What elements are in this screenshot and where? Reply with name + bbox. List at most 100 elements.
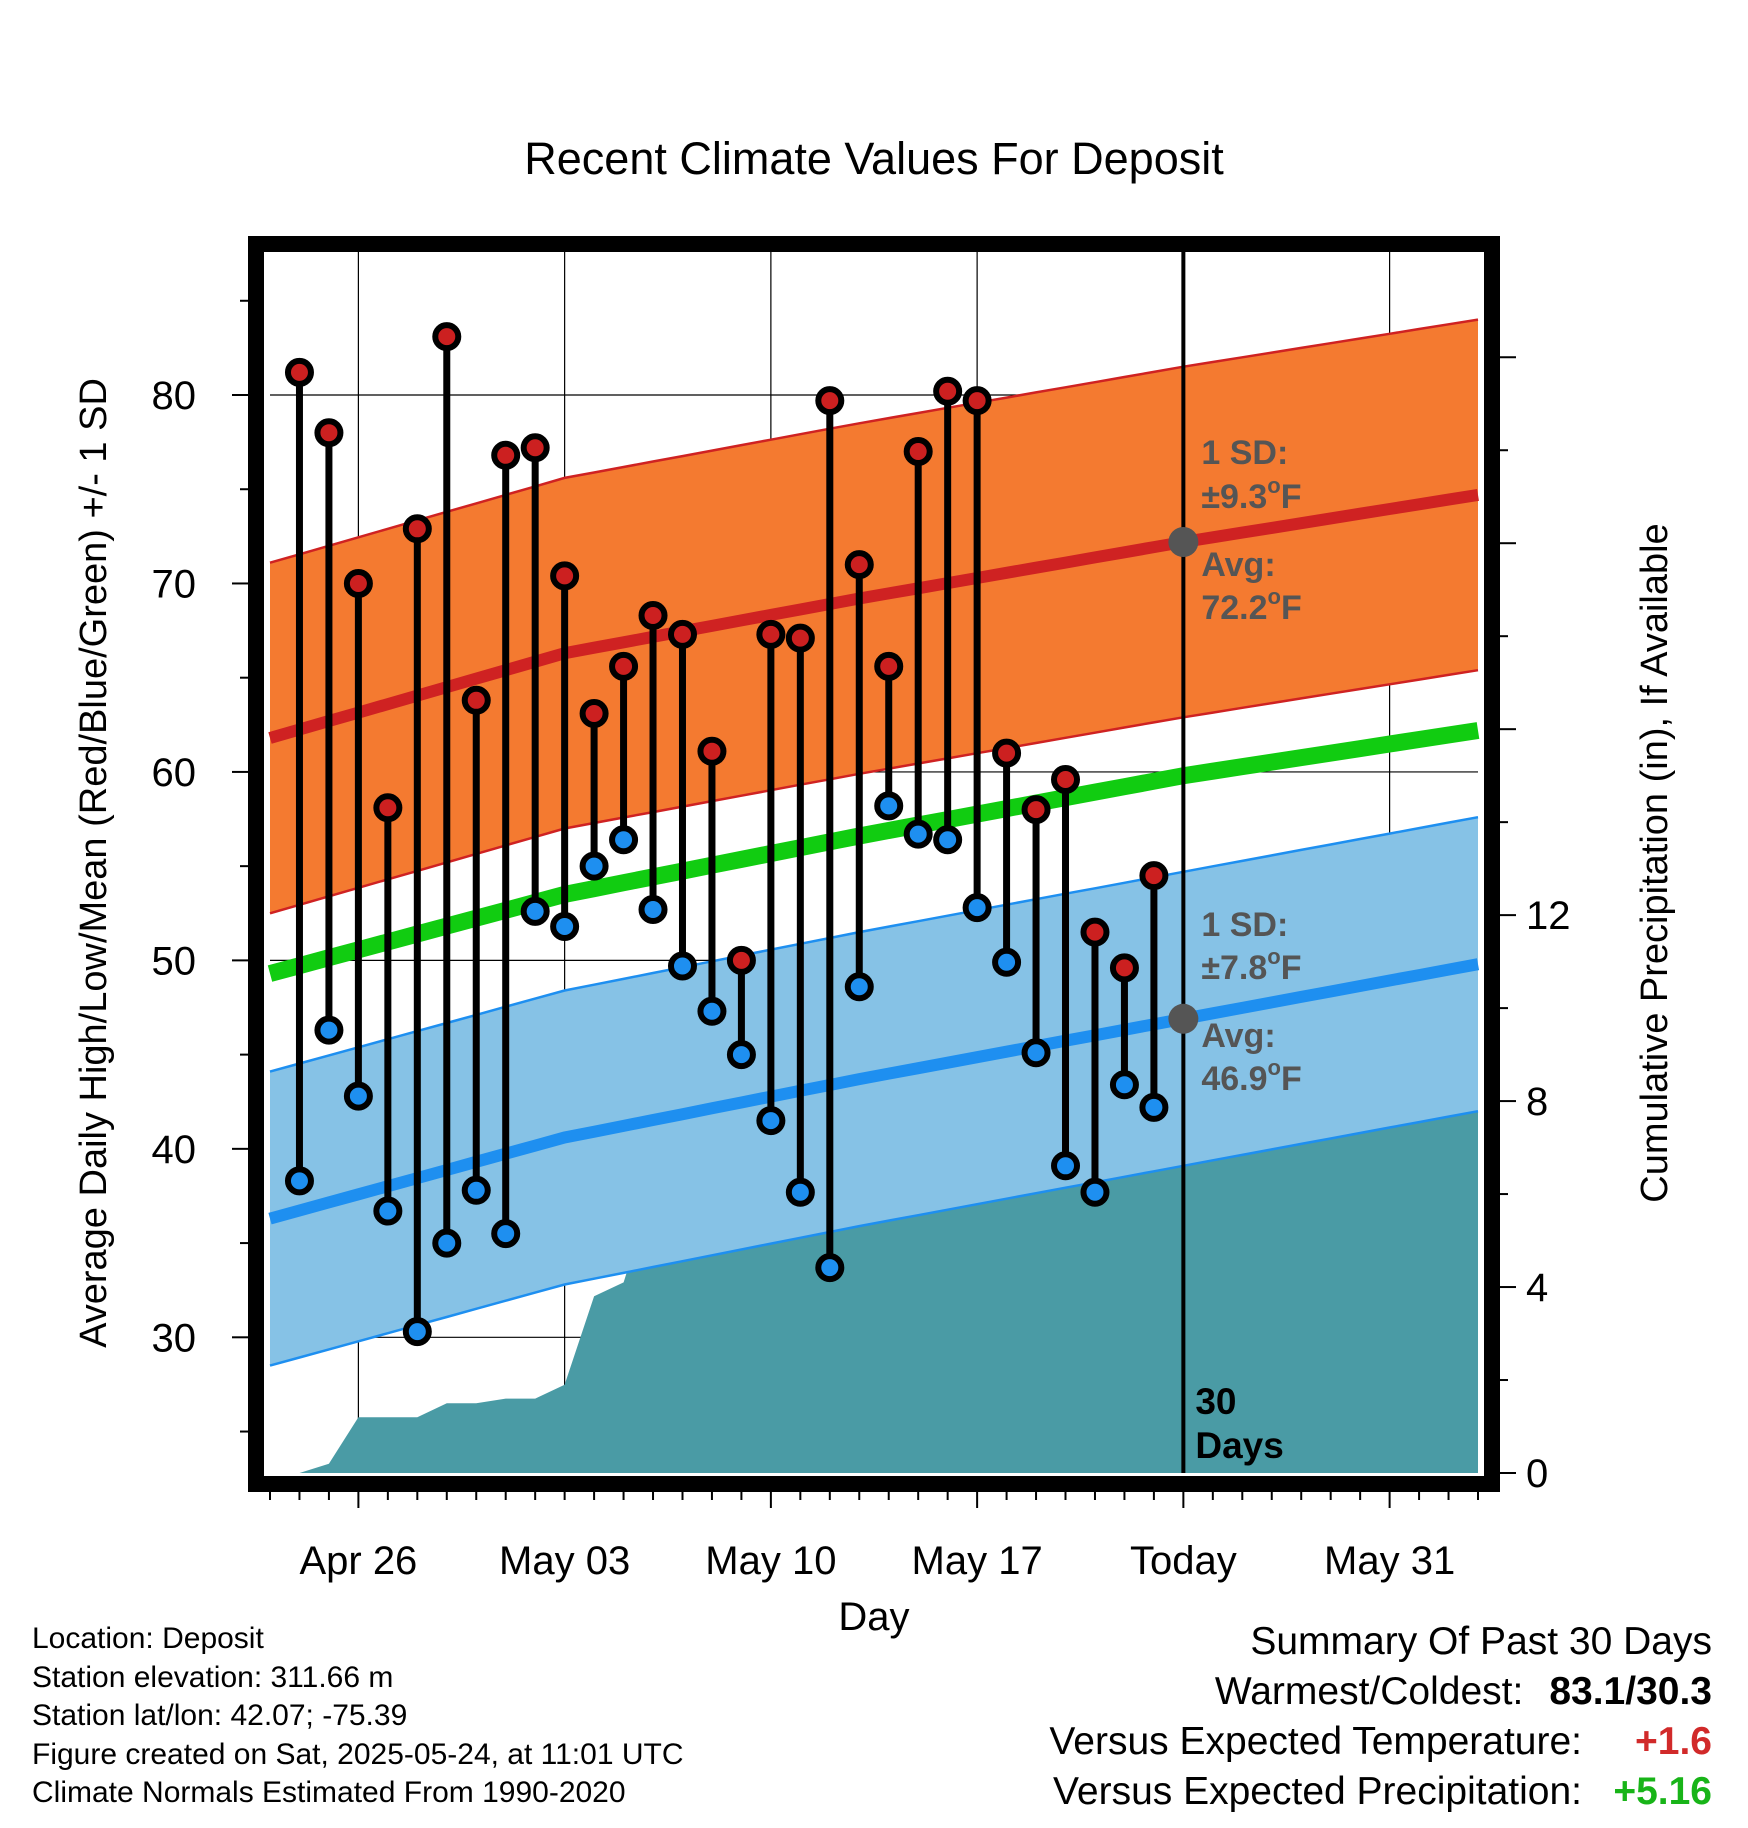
precip-label: Versus Expected Precipitation:	[1053, 1770, 1582, 1813]
avg-low-line	[268, 958, 1480, 1225]
x-axis-label: Day	[838, 1595, 909, 1639]
station-info: Location: Deposit Station elevation: 311…	[32, 1620, 684, 1813]
avg-high-line	[268, 488, 1479, 744]
low-point	[402, 1317, 432, 1347]
high-avg-value: 72.2oF	[1201, 584, 1301, 627]
high-point	[491, 440, 521, 470]
high-point	[933, 376, 963, 406]
high-point	[284, 357, 314, 387]
location-text: Location: Deposit	[32, 1622, 264, 1655]
high-sd-label: 1 SD:	[1201, 434, 1288, 472]
low-point	[579, 851, 609, 881]
elevation-text: Station elevation: 311.66 m	[32, 1660, 394, 1694]
high-point	[520, 433, 550, 463]
high-avg-label: Avg:	[1201, 546, 1275, 584]
today-high-marker	[1168, 527, 1199, 557]
low-point	[933, 825, 963, 855]
low-point	[1051, 1151, 1081, 1181]
low-point	[874, 791, 904, 821]
y-tick-label: 40	[152, 1128, 197, 1172]
low-point	[903, 819, 933, 849]
low-point	[343, 1081, 373, 1111]
low-point	[962, 893, 992, 923]
axes: 30 40 50 60 70 80 0 4 8 12 Apr 26 May 03 May 10 May 1…	[152, 236, 1571, 1583]
temp-label: Versus Expected Temperature:	[1049, 1720, 1582, 1763]
high-point	[785, 623, 815, 653]
y2-tick-label: 8	[1526, 1080, 1548, 1124]
summary-title: Summary Of Past 30 Days	[1250, 1620, 1712, 1663]
high-lower-sd-line	[269, 668, 1479, 915]
high-point	[697, 736, 727, 766]
high-point	[667, 619, 697, 649]
low-point	[550, 911, 580, 941]
low-point	[284, 1166, 314, 1196]
today-low-marker	[1168, 1003, 1199, 1034]
high-sd-value: ±9.3oF	[1201, 473, 1301, 516]
low-point	[726, 1040, 756, 1070]
low-sd-value: ±7.8oF	[1201, 944, 1301, 987]
temp-value: +1.6	[1635, 1720, 1712, 1763]
high-point	[874, 651, 904, 681]
low-point	[520, 896, 550, 926]
high-point	[903, 437, 933, 467]
low-point	[491, 1219, 521, 1249]
low-point	[314, 1015, 344, 1045]
high-point	[844, 550, 874, 580]
low-point	[844, 972, 874, 1002]
x-tick-label: May 10	[705, 1539, 836, 1583]
y2-tick-label: 0	[1526, 1452, 1548, 1496]
low-point	[667, 951, 697, 981]
high-point	[1021, 795, 1051, 825]
x-tick-label: May 17	[912, 1539, 1043, 1583]
low-point	[373, 1196, 403, 1226]
x-tick-label: Today	[1130, 1539, 1237, 1583]
low-point	[1139, 1092, 1169, 1122]
high-point	[962, 386, 992, 416]
y-tick-label: 80	[152, 374, 197, 418]
latlon-text: Station lat/lon: 42.07; -75.39	[32, 1699, 408, 1732]
high-point	[343, 568, 373, 598]
low-point	[461, 1175, 491, 1205]
low-point	[785, 1177, 815, 1207]
high-upper-sd-line	[269, 318, 1479, 564]
high-point	[1139, 861, 1169, 891]
low-point	[1080, 1177, 1110, 1207]
high-point	[609, 651, 639, 681]
low-lower-sd-line	[269, 1109, 1479, 1367]
y-tick-label: 70	[152, 562, 197, 606]
days-label-number: 30	[1195, 1381, 1236, 1422]
avg-mean-line	[267, 722, 1480, 982]
low-upper-sd-line	[269, 815, 1479, 1073]
high-point	[461, 685, 491, 715]
low-sd-label: 1 SD:	[1201, 906, 1288, 944]
warm-cold-value: 83.1/30.3	[1549, 1670, 1712, 1713]
high-point	[992, 738, 1022, 768]
high-point	[756, 619, 786, 649]
days-label-text: Days	[1195, 1425, 1283, 1466]
low-point	[756, 1106, 786, 1136]
high-point	[402, 514, 432, 544]
high-band	[270, 319, 1478, 914]
low-point	[432, 1228, 462, 1258]
high-point	[579, 699, 609, 728]
low-band	[270, 817, 1478, 1366]
low-point	[1109, 1070, 1139, 1100]
y-tick-label: 60	[152, 751, 197, 795]
y2-tick-label: 4	[1526, 1266, 1548, 1310]
high-point	[550, 561, 580, 591]
high-point	[638, 601, 668, 630]
warm-cold-label: Warmest/Coldest:	[1214, 1670, 1524, 1713]
low-avg-value: 46.9oF	[1201, 1055, 1301, 1098]
y2-tick-label: 12	[1526, 894, 1571, 938]
summary-warm-cold-row: Warmest/Coldest: 83.1/30.3	[1049, 1667, 1712, 1717]
summary-panel: Summary Of Past 30 Days Warmest/Coldest:…	[1049, 1617, 1712, 1817]
x-tick-label: May 31	[1324, 1539, 1455, 1583]
low-point	[992, 947, 1022, 977]
high-point	[1080, 917, 1110, 947]
x-tick-label: May 03	[499, 1539, 630, 1583]
y2-axis-label: Cumulative Precipitation (in), If Availa…	[1634, 523, 1676, 1202]
low-point	[815, 1253, 845, 1283]
low-point	[1021, 1038, 1051, 1068]
